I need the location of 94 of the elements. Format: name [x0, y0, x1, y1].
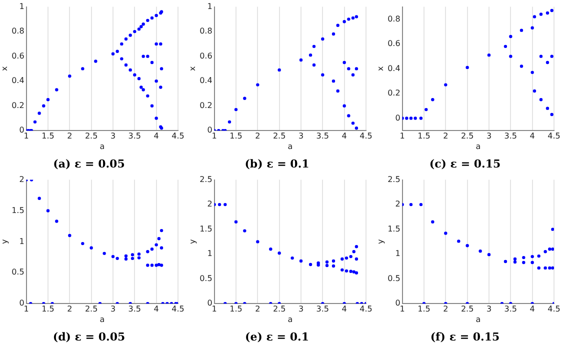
y-tick-label: 0.4 [388, 64, 400, 73]
x-axis-title: a [288, 142, 293, 152]
x-tick-label: 3.5 [316, 131, 330, 140]
y-axis-title: y [188, 239, 197, 244]
x-tick-label: 4.5 [548, 304, 560, 314]
x-tick-label: 3.5 [128, 131, 142, 140]
x-tick-label: 3.5 [504, 304, 518, 314]
y-tick-label: 1 [207, 2, 212, 11]
y-tick-label: 0 [207, 298, 212, 308]
x-tick-label: 2 [255, 131, 260, 140]
y-tick-label: 0.5 [12, 268, 24, 277]
x-tick-label: 2 [255, 304, 260, 314]
y-tick-label: 0.5 [388, 274, 400, 283]
y-tick-label: 0.8 [388, 14, 400, 24]
y-tick-label: 2.5 [200, 174, 212, 184]
x-axis-title: a [100, 142, 105, 152]
x-tick-label: 4 [530, 131, 535, 140]
x-tick-label: 2.5 [84, 304, 98, 314]
x-tick-label: 3 [486, 304, 492, 314]
x-axis-title: a [100, 315, 105, 324]
y-tick-label: 0.2 [12, 100, 24, 110]
x-tick-label: 4.5 [360, 131, 372, 140]
x-tick-label: 2 [443, 131, 448, 140]
y-tick-label: 2 [395, 200, 400, 209]
x-tick-label: 1.5 [42, 131, 54, 140]
x-axis-title: a [476, 142, 481, 152]
x-tick-label: 1.5 [418, 304, 430, 314]
text: (d) ε = 0.05 [52, 330, 126, 344]
x-tick-label: 3 [298, 131, 304, 140]
y-tick-label: 1.5 [388, 224, 400, 234]
x-tick-label: 4 [342, 131, 347, 140]
y-axis-title: x [188, 66, 197, 72]
y-tick-label: 0.5 [200, 274, 212, 283]
x-tick-label: 4.5 [172, 304, 184, 314]
x-tick-label: 2 [67, 131, 72, 140]
y-tick-label: 1.5 [200, 224, 212, 234]
y-tick-label: 0.6 [200, 51, 212, 60]
y-tick-label: 0.6 [12, 51, 24, 60]
y-axis-title: x [376, 66, 385, 72]
y-tick-label: 0.6 [388, 39, 400, 48]
x-tick-label: 1.5 [42, 304, 54, 314]
y-tick-label: 1 [19, 236, 24, 246]
y-tick-label: 0 [19, 126, 24, 135]
y-tick-label: 1 [395, 249, 400, 258]
y-tick-label: 0.4 [200, 76, 212, 86]
y-axis-title: y [376, 239, 385, 244]
y-tick-label: 0 [395, 298, 400, 308]
y-tick-label: 2 [19, 174, 24, 184]
y-axis-title: x [0, 66, 9, 72]
y-tick-label: 0 [395, 113, 400, 122]
y-tick-label: 2 [207, 200, 212, 209]
text: (b) ε = 0.1 [244, 157, 310, 170]
x-tick-label: 3.5 [316, 304, 330, 314]
y-tick-label: 1 [207, 249, 212, 258]
x-tick-label: 4.5 [360, 304, 372, 314]
y-tick-label: 0 [19, 298, 24, 308]
x-tick-label: 2 [67, 304, 72, 314]
y-tick-label: 1 [19, 2, 24, 11]
y-tick-label: 2.5 [388, 174, 400, 184]
x-axis-title: a [288, 315, 293, 324]
x-tick-label: 3.5 [128, 304, 142, 314]
text: (c) ε = 0.15 [429, 157, 501, 170]
x-tick-label: 2.5 [460, 304, 474, 314]
y-tick-label: 0.2 [388, 88, 400, 98]
x-tick-label: 4 [342, 304, 347, 314]
x-tick-label: 2.5 [272, 304, 286, 314]
x-tick-label: 3.5 [504, 131, 518, 140]
x-tick-label: 4.5 [548, 131, 560, 140]
x-tick-label: 4 [530, 304, 535, 314]
text: (f) ε = 0.15 [430, 330, 500, 344]
y-tick-label: 0.2 [200, 100, 212, 110]
x-tick-label: 3 [298, 304, 304, 314]
y-tick-label: 0 [207, 126, 212, 135]
text: (e) ε = 0.1 [245, 330, 309, 344]
x-tick-label: 4 [154, 131, 159, 140]
y-tick-label: 1.5 [12, 206, 24, 215]
x-tick-label: 1.5 [230, 304, 242, 314]
x-tick-label: 2.5 [460, 131, 474, 140]
x-tick-label: 3 [110, 131, 116, 140]
x-tick-label: 1.5 [230, 131, 242, 140]
text: (a) ε = 0.05 [53, 157, 125, 170]
x-tick-label: 1.5 [418, 131, 430, 140]
x-tick-label: 4.5 [172, 131, 184, 140]
x-tick-label: 2.5 [84, 131, 98, 140]
x-tick-label: 2 [443, 304, 448, 314]
y-tick-label: 0.8 [12, 26, 24, 36]
x-tick-label: 3 [486, 131, 492, 140]
x-tick-label: 3 [110, 304, 116, 314]
x-tick-label: 4 [154, 304, 159, 314]
x-tick-label: 2.5 [272, 131, 286, 140]
y-tick-label: 0.8 [200, 26, 212, 36]
y-axis-title: y [0, 239, 9, 244]
y-tick-label: 0.4 [12, 76, 24, 86]
x-axis-title: a [476, 315, 481, 324]
